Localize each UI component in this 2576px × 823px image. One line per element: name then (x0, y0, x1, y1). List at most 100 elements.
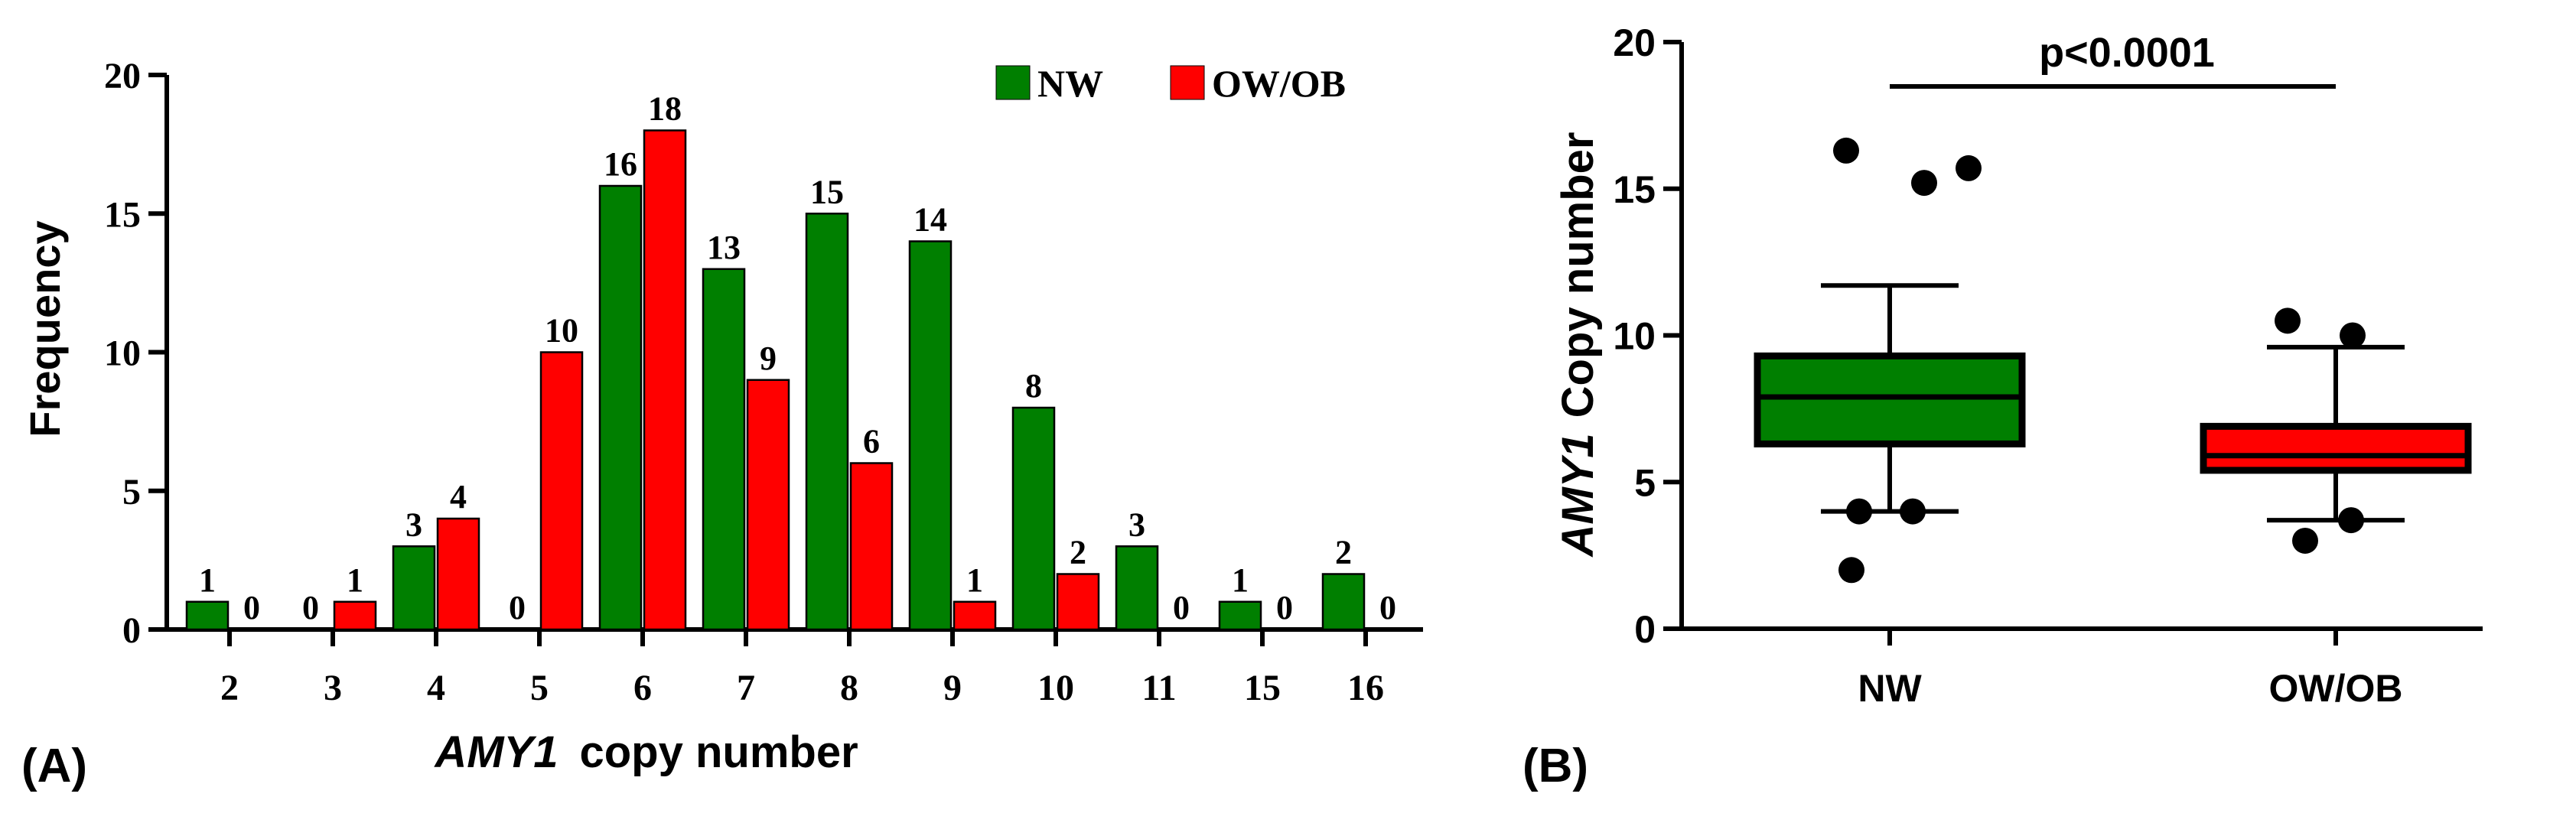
data-label-nw: 15 (810, 173, 844, 210)
x-tick-label: 4 (427, 668, 445, 708)
outlier-nw (1846, 498, 1872, 525)
panel-a-y-axis-label: Frequency (21, 220, 69, 437)
panel-b-y-axis-label: AMY1 Copy number (1553, 132, 1603, 558)
y-tick-label: 5 (1634, 461, 1656, 504)
x-tick-label: 5 (530, 668, 549, 708)
legend-swatch-owob (1170, 65, 1205, 100)
legend-swatch-nw (995, 65, 1031, 100)
x-tick-label: 2 (220, 668, 239, 708)
outlier-nw (1838, 557, 1864, 584)
outlier-owob (2275, 307, 2301, 334)
x-tick-label: 7 (737, 668, 755, 708)
outlier-owob (2338, 507, 2364, 534)
bar-owob-7 (746, 379, 790, 631)
x-tick-label-nw: NW (1858, 667, 1922, 710)
data-label-nw: 16 (604, 145, 637, 183)
bar-nw-15 (1218, 600, 1262, 631)
panel-b-label: (B) (1522, 740, 1588, 792)
bar-owob-6 (643, 129, 687, 631)
x-tick-label: 11 (1141, 668, 1176, 708)
panel-a-x-axis-label: AMY1 copy number (433, 727, 858, 777)
panel-a-legend: NW OW/OB (995, 62, 1346, 105)
data-label-owob: 6 (863, 423, 880, 460)
x-tick-label: 3 (324, 668, 342, 708)
data-label-owob: 0 (1379, 589, 1396, 626)
panel-b-y-axis: 0 5 10 15 20 (1613, 21, 2483, 651)
x-tick-label: 9 (943, 668, 962, 708)
data-label-nw: 8 (1025, 367, 1042, 405)
data-label-nw: 14 (913, 201, 947, 239)
data-label-owob: 9 (760, 340, 777, 377)
y-tick-label: 10 (1613, 315, 1656, 358)
outlier-nw (1911, 170, 1937, 197)
data-label-nw: 0 (509, 589, 526, 626)
data-label-owob: 1 (347, 561, 363, 599)
outlier-owob (2340, 322, 2366, 349)
bar-owob-8 (849, 462, 894, 631)
y-axis-label-rest: Copy number (1553, 132, 1603, 418)
y-tick-label: 5 (122, 472, 141, 512)
y-tick-label: 15 (1613, 168, 1656, 211)
y-tick-label: 20 (104, 56, 141, 96)
bar-owob-9 (953, 600, 997, 631)
bar-nw-8 (805, 213, 849, 631)
data-label-nw: 1 (199, 561, 216, 599)
y-tick-label: 0 (122, 610, 141, 651)
data-label-owob: 2 (1070, 534, 1086, 571)
data-label-nw: 2 (1335, 534, 1352, 571)
y-tick-label: 0 (1634, 608, 1656, 651)
x-tick-label: 10 (1037, 668, 1074, 708)
panel-a-x-axis: 2 3 4 5 6 7 8 9 10 11 15 16 (220, 629, 1384, 708)
outlier-owob (2292, 527, 2318, 554)
significance-annotation: p<0.0001 (2039, 30, 2215, 76)
data-label-owob: 0 (243, 589, 260, 626)
panel-a-label: (A) (21, 740, 87, 792)
legend-label-nw: NW (1037, 62, 1103, 105)
x-tick-label: 8 (840, 668, 858, 708)
bar-nw-4 (392, 545, 436, 631)
bar-nw-16 (1321, 573, 1366, 631)
x-tick-label: 6 (633, 668, 652, 708)
outlier-nw (1900, 498, 1926, 525)
bar-owob-10 (1056, 573, 1100, 631)
bar-nw-6 (598, 184, 643, 631)
data-label-owob: 0 (1276, 589, 1293, 626)
bar-nw-10 (1011, 406, 1056, 631)
data-label-owob: 10 (545, 312, 578, 350)
box-owob (2200, 422, 2472, 474)
x-tick-label: 15 (1244, 668, 1281, 708)
data-label-nw: 13 (707, 229, 741, 266)
x-axis-label-italic: AMY1 (433, 727, 558, 777)
x-axis-label-rest: copy number (579, 727, 858, 777)
y-tick-label: 20 (1613, 21, 1656, 64)
bar-nw-9 (908, 240, 953, 631)
bar-nw-2 (185, 600, 230, 631)
bar-nw-7 (702, 268, 746, 631)
legend-label-owob: OW/OB (1212, 62, 1346, 105)
data-label-nw: 3 (1128, 506, 1145, 543)
box-nw (1754, 352, 2026, 447)
bar-nw-11 (1115, 545, 1159, 631)
outlier-nw (1956, 155, 1982, 181)
y-axis-label-italic: AMY1 (1553, 433, 1603, 558)
x-tick-label-owob: OW/OB (2269, 667, 2403, 710)
x-tick-label: 16 (1347, 668, 1384, 708)
panel-b-x-axis: NW OW/OB (1858, 629, 2402, 710)
panel-b-box-plot: 0 5 10 15 20 NW OW/OB p<0.0001 AMY1 Copy numbe… (1522, 21, 2483, 792)
panel-b-boxes (1754, 137, 2472, 584)
bar-owob-4 (436, 517, 480, 631)
outlier-nw (1833, 137, 1859, 164)
y-tick-label: 15 (104, 194, 141, 235)
y-tick-label: 10 (104, 333, 141, 374)
data-label-owob: 1 (966, 561, 983, 599)
data-label-owob: 4 (450, 478, 467, 516)
bar-owob-3 (333, 600, 377, 631)
data-label-nw: 0 (302, 589, 319, 626)
data-label-owob: 0 (1173, 589, 1190, 626)
data-label-nw: 3 (405, 506, 422, 543)
bar-owob-5 (539, 351, 584, 631)
data-label-owob: 18 (648, 90, 682, 128)
